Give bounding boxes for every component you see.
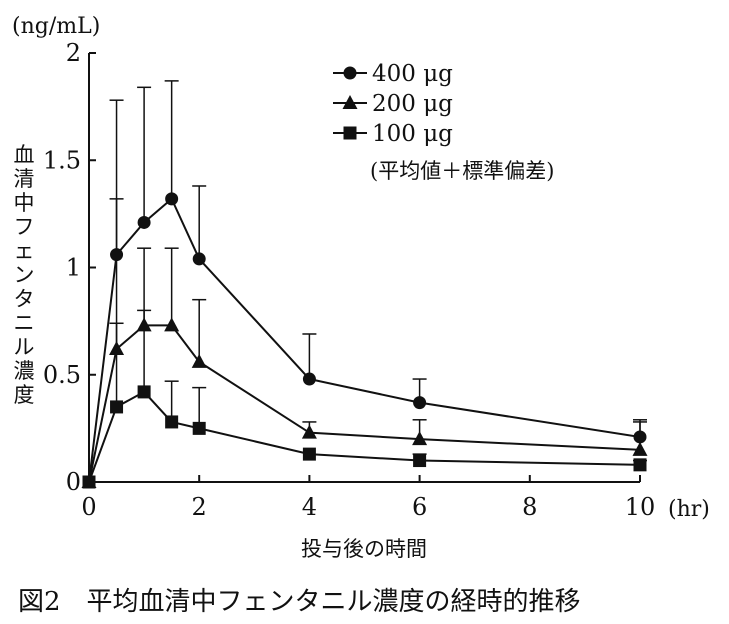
data-point [302, 372, 316, 386]
data-point [137, 385, 151, 399]
data-point [632, 441, 648, 456]
legend: 400 μg 200 μg 100 μg [333, 61, 453, 147]
series-markers [81, 192, 648, 489]
x-tick-label: 0 [81, 493, 96, 521]
y-tick-label: 0.5 [43, 361, 81, 389]
x-tick-label: 10 [625, 493, 656, 521]
data-point [413, 396, 427, 410]
legend-marker [343, 66, 357, 80]
x-tick-label: 4 [302, 493, 317, 521]
axes [88, 52, 641, 483]
legend-label: 100 μg [372, 121, 453, 147]
data-point [165, 415, 179, 429]
data-point [109, 341, 125, 356]
figure-caption: 図2 平均血清中フェンタニル濃度の経時的推移 [18, 587, 581, 617]
x-tick-label: 6 [412, 493, 427, 521]
data-point [192, 252, 206, 266]
legend-label: 200 μg [372, 91, 453, 117]
legend-marker [342, 95, 358, 109]
data-point [633, 458, 647, 472]
data-point [164, 317, 180, 332]
series-line [88, 324, 641, 483]
data-point [82, 475, 96, 489]
data-point [301, 424, 317, 439]
data-point [302, 447, 316, 461]
y-tick-label: 1 [66, 254, 81, 282]
legend-label: 400 μg [372, 61, 453, 87]
data-point [412, 431, 428, 446]
y-tick-label: 2 [66, 39, 81, 67]
series-line [88, 197, 641, 483]
x-unit-label: (hr) [668, 497, 710, 522]
data-point [191, 353, 207, 368]
data-point [137, 215, 151, 229]
data-point [110, 248, 124, 262]
x-tick-label: 2 [192, 493, 207, 521]
x-tick-label: 8 [522, 493, 537, 521]
data-point [633, 430, 647, 444]
data-point [110, 400, 124, 414]
y-axis-title: 血清中フェンタニル濃度 [14, 143, 35, 407]
y-tick-label: 0 [66, 468, 81, 496]
data-point [136, 317, 152, 332]
data-point [413, 454, 427, 468]
x-axis-title: 投与後の時間 [301, 537, 427, 561]
series-lines [88, 197, 641, 483]
y-tick-label: 1.5 [43, 146, 81, 174]
y-unit-label: (ng/mL) [12, 14, 100, 39]
legend-note: (平均値＋標準偏差) [370, 159, 554, 183]
tick-labels: 0 0.5 1 1.5 2 0 2 4 6 8 10 [43, 39, 655, 521]
data-point [192, 421, 206, 435]
legend-marker [343, 126, 357, 140]
error-bars [109, 80, 647, 465]
data-point [165, 192, 179, 206]
